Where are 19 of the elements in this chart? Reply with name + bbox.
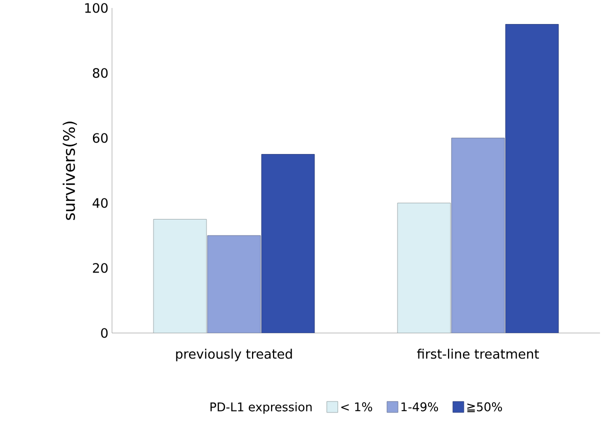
x-tick-label: first-line treatment [417, 348, 539, 359]
y-tick-label: 0 [101, 328, 108, 338]
legend-label: < 1% [341, 402, 372, 412]
y-tick-label: 20 [92, 263, 108, 273]
x-tick-label: previously treated [176, 348, 292, 362]
y-tick-label: 40 [92, 198, 108, 208]
bar [153, 219, 207, 333]
y-tick-label: 80 [92, 68, 108, 78]
bar [261, 154, 315, 333]
bar [505, 24, 559, 333]
bar [451, 138, 505, 333]
legend-label: 1-49% [402, 402, 438, 412]
bar [207, 235, 261, 333]
y-axis-title: survivers(%) [62, 122, 77, 220]
bar [397, 202, 451, 333]
legend-label: ≧50% [467, 402, 502, 412]
legend-title: PD-L1 expression [210, 402, 312, 414]
y-tick-label: 100 [85, 3, 108, 13]
y-tick-label: 60 [92, 133, 108, 143]
